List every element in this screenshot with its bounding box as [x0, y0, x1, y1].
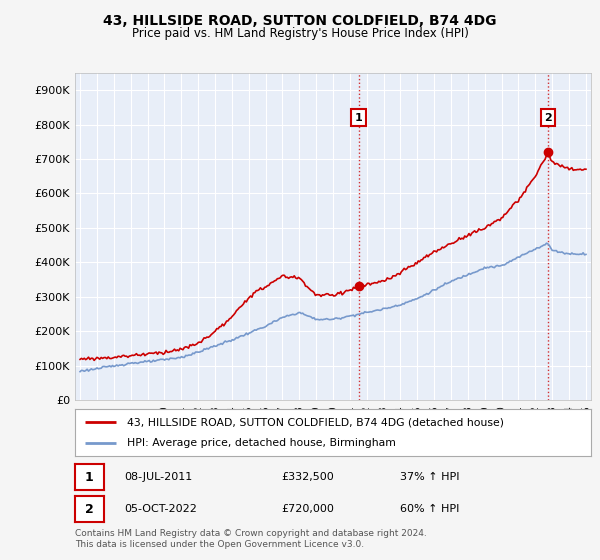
- Text: 1: 1: [85, 471, 94, 484]
- Text: 2: 2: [544, 113, 552, 123]
- Text: 05-OCT-2022: 05-OCT-2022: [124, 505, 197, 514]
- Text: Price paid vs. HM Land Registry's House Price Index (HPI): Price paid vs. HM Land Registry's House …: [131, 27, 469, 40]
- Text: 2: 2: [85, 503, 94, 516]
- Text: 08-JUL-2011: 08-JUL-2011: [124, 473, 192, 482]
- Text: 1: 1: [355, 113, 362, 123]
- Text: £720,000: £720,000: [281, 505, 334, 514]
- Text: Contains HM Land Registry data © Crown copyright and database right 2024.
This d: Contains HM Land Registry data © Crown c…: [75, 529, 427, 549]
- Text: £332,500: £332,500: [281, 473, 334, 482]
- Text: 37% ↑ HPI: 37% ↑ HPI: [400, 473, 460, 482]
- Text: HPI: Average price, detached house, Birmingham: HPI: Average price, detached house, Birm…: [127, 438, 395, 448]
- Text: 43, HILLSIDE ROAD, SUTTON COLDFIELD, B74 4DG (detached house): 43, HILLSIDE ROAD, SUTTON COLDFIELD, B74…: [127, 417, 503, 427]
- Text: 43, HILLSIDE ROAD, SUTTON COLDFIELD, B74 4DG: 43, HILLSIDE ROAD, SUTTON COLDFIELD, B74…: [103, 14, 497, 28]
- Text: 60% ↑ HPI: 60% ↑ HPI: [400, 505, 460, 514]
